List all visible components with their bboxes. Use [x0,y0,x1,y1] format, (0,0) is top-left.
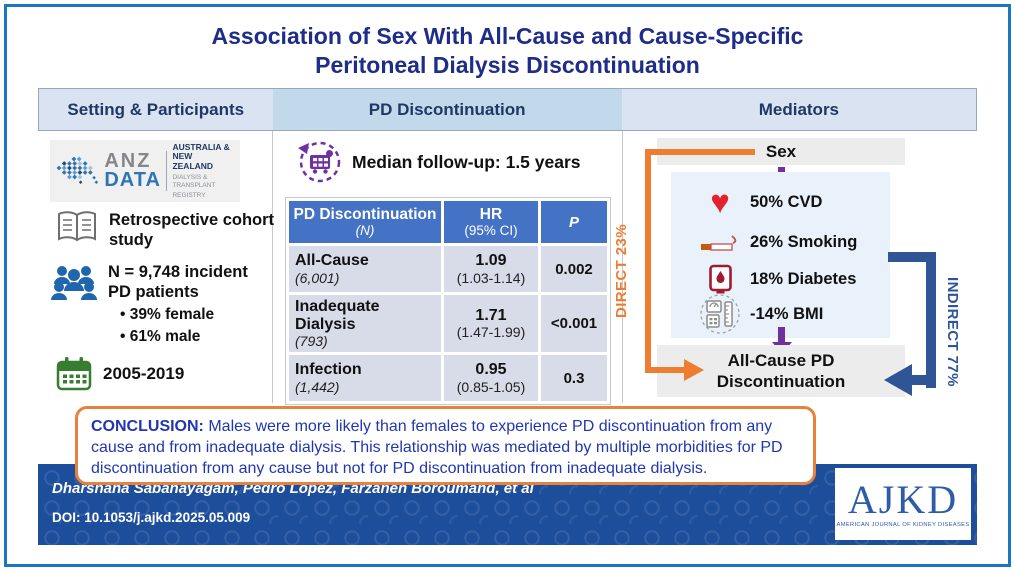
indirect-label: INDIRECT 77% [944,277,961,387]
direct-path-arrow [645,149,651,373]
calendar-icon [56,357,92,391]
followup-row: Median follow-up: 1.5 years [298,140,581,184]
followup-cycle-icon [298,141,341,183]
ajkd-logo: AJKD AMERICAN JOURNAL OF KIDNEY DISEASES [835,468,971,540]
outcome-line2: Discontinuation [716,372,846,391]
row3-hr: 0.95 [475,361,507,379]
row1-p: 0.002 [541,246,607,292]
row3-p: 0.3 [541,355,607,402]
mediator-item-bmi: -14% BMI [698,294,824,334]
hazard-ratio-table: PD Discontinuation (N) HR (95% CI) P All… [285,197,611,406]
cigarette-icon [701,235,737,251]
conclusion-label: CONCLUSION: [91,418,204,435]
mediator-label-bmi: -14% BMI [750,304,824,323]
section-header-pd: PD Discontinuation [272,89,622,130]
outcome-line1: All-Cause PD [727,351,835,370]
row1-hr: 1.09 [475,252,507,270]
row1-cause: All-Cause [295,252,369,270]
followup-text: Median follow-up: 1.5 years [352,151,581,172]
row2-n: (793) [295,333,328,350]
data-text: DATA [104,169,161,191]
direct-label: DIRECT 23% [613,223,630,318]
anz-region-line2: NEW ZEALAND [172,151,214,172]
table-row: Inadequate Dialysis (793) 1.71 (1.47-1.9… [289,295,607,353]
mediator-label-smoking: 26% Smoking [750,232,858,251]
indirect-arrowhead-icon [884,364,912,396]
direct-arrowhead-icon [684,359,704,381]
anzdata-logo: ANZ DATA AUSTRALIA & NEW ZEALAND DIALYSI… [50,140,240,202]
column-divider-left [272,131,273,403]
direct-path-arrow [645,367,685,373]
section-header-mediators: Mediators [621,89,976,130]
table-row: All-Cause (6,001) 1.09 (1.03-1.14) 0.002 [289,246,607,292]
row3-cause: Infection [295,361,362,379]
direct-path-arrow [645,149,755,155]
bullet-male: 61% male [108,326,273,348]
row1-ci: (1.03-1.14) [456,269,526,286]
conclusion-box: CONCLUSION: Males were more likely than … [75,406,816,485]
row2-p: <0.001 [541,295,607,353]
page-title: Association of Sex With All-Cause and Ca… [0,22,1015,80]
section-header-setting: Setting & Participants [39,89,273,130]
anz-region-line1: AUSTRALIA & [172,141,230,152]
conclusion-text: Males were more likely than females to e… [91,418,783,478]
mediator-label-diabetes: 18% Diabetes [750,269,857,288]
indirect-path-arrow [910,375,936,385]
australia-map-icon [56,156,99,184]
study-design-text: Retrospective cohort study [109,211,275,250]
header-p: P [541,201,607,243]
ajkd-full-text: AMERICAN JOURNAL OF KIDNEY DISEASES [836,522,970,528]
indirect-path-arrow [888,252,936,262]
population-bullets: 39% female 61% male [108,304,273,347]
page-title-line1: Association of Sex With All-Cause and Ca… [211,23,804,49]
mediator-item-cvd: ♥ 50% CVD [698,184,822,220]
bullet-female: 39% female [108,304,273,326]
row2-ci: (1.47-1.99) [456,324,526,341]
anzdata-wordmark: ANZ DATA [104,150,161,191]
anz-registry-line2: REGISTRY [172,191,206,199]
study-design-item: Retrospective cohort study [55,210,284,250]
study-period-item: 2005-2019 [55,355,184,393]
mediator-item-smoking: 26% Smoking [698,224,857,260]
column-divider-right [622,131,623,403]
down-arrow-icon [778,327,785,342]
glucose-meter-icon [708,264,732,293]
logo-divider [165,151,168,191]
anz-text: ANZ [104,150,152,172]
ajkd-abbr-text: AJKD [847,477,959,522]
population-item: N = 9,748 incident PD patients 39% femal… [50,262,273,348]
heart-icon: ♥ [710,183,730,220]
mediator-item-diabetes: 18% Diabetes [698,261,856,297]
row2-hr: 1.71 [475,306,507,324]
page-title-line2: Peritoneal Dialysis Discontinuation [315,52,700,78]
table-header-row: PD Discontinuation (N) HR (95% CI) P [289,201,607,243]
patients-group-icon [51,266,97,300]
indirect-path-arrow [926,252,936,388]
header-hr: HR (95% CI) [444,201,538,243]
mediator-label-cvd: 50% CVD [750,192,823,211]
row3-ci: (0.85-1.05) [456,378,526,395]
open-book-icon [58,211,96,242]
anzdata-caption: AUSTRALIA & NEW ZEALAND DIALYSIS & TRANS… [172,141,234,200]
study-period-text: 2005-2019 [103,363,185,383]
row2-cause: Inadequate Dialysis [295,298,380,333]
table-row: Infection (1,442) 0.95 (0.85-1.05) 0.3 [289,355,607,402]
bmi-scale-icon [700,294,740,334]
section-header-band: Setting & Participants PD Discontinuatio… [38,88,977,131]
anz-registry-line1: DIALYSIS & TRANSPLANT [172,173,216,189]
doi-line: DOI: 10.1053/j.ajkd.2025.05.009 [52,510,251,525]
header-cause: PD Discontinuation (N) [289,201,441,243]
row1-n: (6,001) [295,269,340,286]
population-text: N = 9,748 incident PD patients [108,263,248,302]
row3-n: (1,442) [295,378,340,395]
